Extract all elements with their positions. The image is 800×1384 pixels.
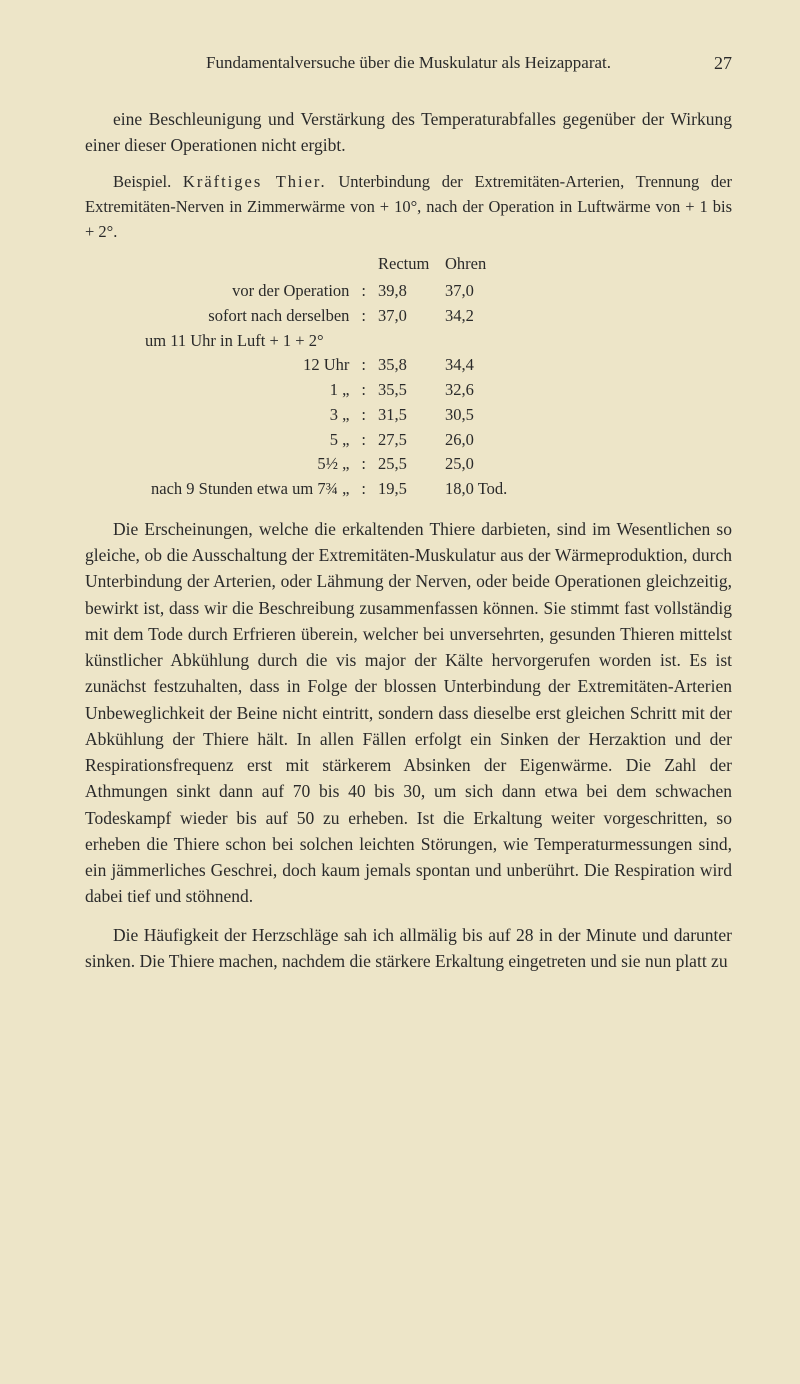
value-ohren: 18,0 Tod. <box>439 477 513 502</box>
table-header-row: Rectum Ohren <box>145 252 513 279</box>
row-label: nach 9 Stunden etwa um 7¾ „ <box>145 477 355 502</box>
table-row: 5½ „ : 25,5 25,0 <box>145 452 513 477</box>
value-ohren: 37,0 <box>439 279 513 304</box>
value-rectum: 35,5 <box>372 378 439 403</box>
colon: : <box>355 403 372 428</box>
colon: : <box>355 428 372 453</box>
mid-line-text: um 11 Uhr in Luft + 1 + 2° <box>145 329 513 354</box>
page-number: 27 <box>714 50 732 77</box>
value-ohren: 32,6 <box>439 378 513 403</box>
value-rectum: 35,8 <box>372 353 439 378</box>
data-table: Rectum Ohren vor der Operation : 39,8 37… <box>145 252 732 502</box>
value-rectum: 27,5 <box>372 428 439 453</box>
table-mid-line: um 11 Uhr in Luft + 1 + 2° <box>145 329 513 354</box>
row-label: vor der Operation <box>145 279 355 304</box>
body-paragraph-4: Die Häufigkeit der Herzschläge sah ich a… <box>85 922 732 975</box>
value-rectum: 39,8 <box>372 279 439 304</box>
running-title: Fundamentalversuche über die Muskulatur … <box>206 53 611 72</box>
value-rectum: 31,5 <box>372 403 439 428</box>
intro-paragraph-2: Beispiel. Kräftiges Thier. Unterbindung … <box>85 170 732 244</box>
value-ohren: 34,4 <box>439 353 513 378</box>
example-label: Beispiel. <box>113 172 183 191</box>
intro-paragraph-1: eine Beschleunigung und Verstärkung des … <box>85 106 732 159</box>
row-label: 5 „ <box>145 428 355 453</box>
value-ohren: 25,0 <box>439 452 513 477</box>
row-label: 5½ „ <box>145 452 355 477</box>
value-ohren: 30,5 <box>439 403 513 428</box>
colon: : <box>355 477 372 502</box>
colon: : <box>355 279 372 304</box>
table-row: vor der Operation : 39,8 37,0 <box>145 279 513 304</box>
value-ohren: 34,2 <box>439 304 513 329</box>
emphasized-term: Kräftiges Thier. <box>183 172 327 191</box>
value-rectum: 19,5 <box>372 477 439 502</box>
page-container: Fundamentalversuche über die Muskulatur … <box>0 0 800 1036</box>
body-paragraph-3: Die Erscheinungen, welche die erkaltende… <box>85 516 732 910</box>
column-header-rectum: Rectum <box>372 252 439 279</box>
row-label: 12 Uhr <box>145 353 355 378</box>
column-header-ohren: Ohren <box>439 252 513 279</box>
colon: : <box>355 378 372 403</box>
colon: : <box>355 452 372 477</box>
table-row: sofort nach derselben : 37,0 34,2 <box>145 304 513 329</box>
table-row: 5 „ : 27,5 26,0 <box>145 428 513 453</box>
table-row: 1 „ : 35,5 32,6 <box>145 378 513 403</box>
table-row: nach 9 Stunden etwa um 7¾ „ : 19,5 18,0 … <box>145 477 513 502</box>
table-row: 3 „ : 31,5 30,5 <box>145 403 513 428</box>
value-rectum: 25,5 <box>372 452 439 477</box>
table-row: 12 Uhr : 35,8 34,4 <box>145 353 513 378</box>
row-label: 3 „ <box>145 403 355 428</box>
value-rectum: 37,0 <box>372 304 439 329</box>
body-text: Die Erscheinungen, welche die erkaltende… <box>85 516 732 974</box>
value-ohren: 26,0 <box>439 428 513 453</box>
colon: : <box>355 353 372 378</box>
row-label: sofort nach derselben <box>145 304 355 329</box>
colon: : <box>355 304 372 329</box>
running-head: Fundamentalversuche über die Muskulatur … <box>85 50 732 76</box>
row-label: 1 „ <box>145 378 355 403</box>
